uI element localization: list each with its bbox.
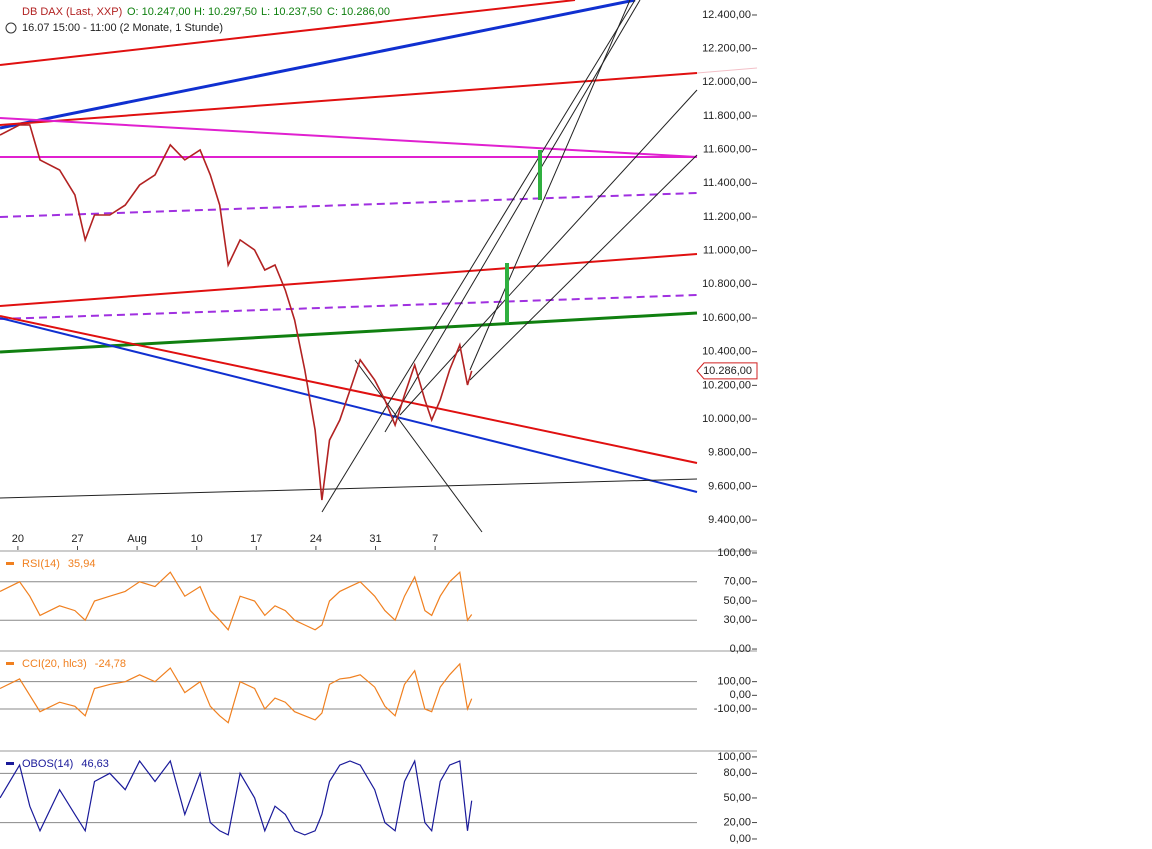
legend-value: 35,94 — [68, 558, 96, 570]
series-line — [0, 124, 473, 501]
legend-swatch — [6, 762, 14, 765]
y-tick-label: 0,00 — [730, 643, 751, 655]
last-price-label: 10.286,00 — [703, 365, 752, 377]
y-tick-label: 12.000,00 — [702, 76, 751, 88]
x-tick-label: 27 — [71, 533, 83, 545]
series-line — [0, 662, 473, 724]
y-tick-label: 10.400,00 — [702, 346, 751, 358]
close: C: 10.286,00 — [327, 6, 390, 18]
x-tick-label: Aug — [127, 533, 147, 545]
y-tick-label: 11.800,00 — [703, 110, 751, 122]
y-tick-label: 30,00 — [723, 614, 751, 626]
y-tick-label: 70,00 — [723, 576, 751, 588]
trend-lines — [0, 0, 758, 533]
x-tick-label: 20 — [12, 533, 24, 545]
y-tick-label: 0,00 — [730, 833, 751, 845]
legend-value: 46,63 — [81, 758, 109, 770]
series-line — [0, 570, 473, 631]
y-tick-label: 9.400,00 — [708, 514, 751, 526]
x-tick-label: 10 — [191, 533, 203, 545]
y-tick-label: 12.200,00 — [702, 43, 751, 55]
x-tick-label: 31 — [369, 533, 381, 545]
y-tick-label: 0,00 — [730, 689, 751, 701]
y-tick-label: -100,00 — [714, 703, 751, 715]
low: L: 10.237,50 — [261, 6, 322, 18]
period: 16.07 15:00 - 11:00 (2 Monate, 1 Stunde) — [22, 22, 223, 34]
y-tick-label: 50,00 — [723, 792, 751, 804]
y-tick-label: 100,00 — [717, 751, 751, 763]
legend-swatch — [6, 662, 14, 665]
y-tick-label: 100,00 — [717, 547, 751, 559]
y-tick-label: 10.600,00 — [702, 312, 751, 324]
y-tick-label: 9.800,00 — [708, 447, 751, 459]
series-line — [0, 759, 473, 836]
high: H: 10.297,50 — [194, 6, 257, 18]
y-tick-label: 11.000,00 — [703, 245, 751, 257]
y-tick-label: 80,00 — [723, 767, 751, 779]
last-price-box — [696, 362, 758, 380]
y-tick-label: 20,00 — [723, 816, 751, 828]
x-tick-label: 7 — [432, 533, 438, 545]
title: DB DAX (Last, XXP) — [22, 6, 122, 18]
legend-name: CCI(20, hlc3) — [22, 658, 87, 670]
legend-name: RSI(14) — [22, 558, 60, 570]
x-tick-label: 24 — [310, 533, 322, 545]
y-tick-label: 10.000,00 — [702, 413, 751, 425]
clock-icon — [5, 22, 17, 34]
y-tick-label: 100,00 — [717, 676, 751, 688]
legend-name: OBOS(14) — [22, 758, 73, 770]
y-tick-label: 10.200,00 — [702, 379, 751, 391]
panel-separators — [0, 550, 757, 752]
y-tick-label: 9.600,00 — [708, 480, 751, 492]
x-tick-label: 17 — [250, 533, 262, 545]
open: O: 10.247,00 — [127, 6, 191, 18]
y-tick-label: 11.200,00 — [703, 211, 751, 223]
y-tick-label: 10.800,00 — [702, 278, 751, 290]
y-tick-label: 50,00 — [723, 595, 751, 607]
legend-value: -24,78 — [95, 658, 126, 670]
legend-swatch — [6, 562, 14, 565]
y-tick-label: 11.600,00 — [703, 144, 751, 156]
y-tick-label: 12.400,00 — [702, 9, 751, 21]
y-tick-label: 11.400,00 — [703, 177, 751, 189]
